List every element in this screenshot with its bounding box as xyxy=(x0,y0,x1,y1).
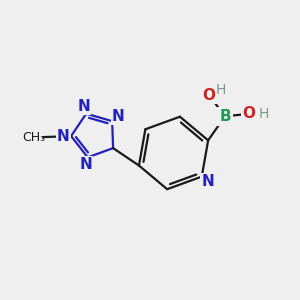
Text: O: O xyxy=(202,88,215,103)
Text: H: H xyxy=(216,83,226,97)
Text: N: N xyxy=(202,174,214,189)
Text: N: N xyxy=(77,99,90,114)
Text: B: B xyxy=(219,109,231,124)
Text: N: N xyxy=(79,157,92,172)
Text: N: N xyxy=(202,174,214,189)
Text: CH₃: CH₃ xyxy=(22,131,45,144)
Text: N: N xyxy=(112,109,124,124)
Text: N: N xyxy=(57,129,70,144)
Text: O: O xyxy=(243,106,256,122)
Text: H: H xyxy=(259,107,269,121)
